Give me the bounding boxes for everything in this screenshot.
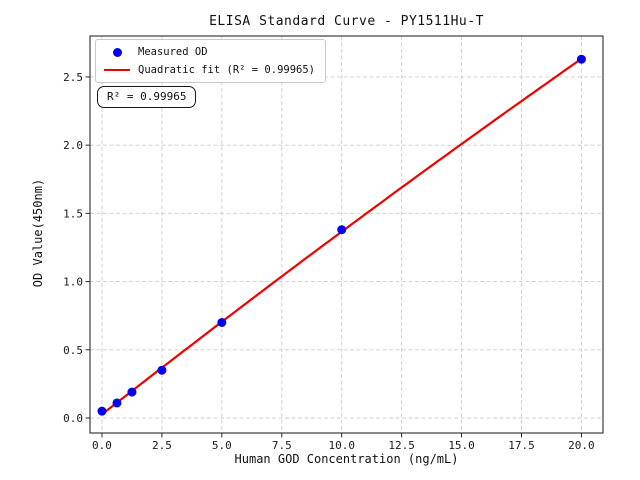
x-tick-label: 10.0 bbox=[328, 439, 355, 452]
legend: Measured OD Quadratic fit (R² = 0.99965) bbox=[95, 39, 327, 83]
x-tick-label: 17.5 bbox=[508, 439, 535, 452]
data-point bbox=[576, 54, 586, 64]
data-point bbox=[337, 225, 347, 235]
x-tick-label: 20.0 bbox=[568, 439, 595, 452]
red-line-icon bbox=[104, 68, 130, 72]
quadratic-fit-line bbox=[101, 57, 583, 416]
legend-marker-area bbox=[104, 47, 130, 57]
x-tick-label: 0.0 bbox=[92, 439, 112, 452]
x-tick-label: 2.5 bbox=[152, 439, 172, 452]
data-point bbox=[157, 365, 167, 375]
blue-dot-icon bbox=[112, 47, 122, 57]
legend-entry-measured-od: Measured OD bbox=[104, 46, 315, 58]
y-tick-label: 2.5 bbox=[63, 71, 83, 84]
legend-label: Measured OD bbox=[138, 46, 208, 58]
y-tick-label: 1.0 bbox=[63, 276, 83, 289]
legend-entry-quadratic-fit: Quadratic fit (R² = 0.99965) bbox=[104, 64, 315, 76]
data-point bbox=[217, 317, 227, 327]
y-tick-label: 2.0 bbox=[63, 139, 83, 152]
chart-title: ELISA Standard Curve - PY1511Hu-T bbox=[209, 14, 484, 29]
y-tick-label: 0.5 bbox=[63, 344, 83, 357]
data-point bbox=[127, 387, 137, 397]
x-tick-label: 5.0 bbox=[212, 439, 232, 452]
legend-label: Quadratic fit (R² = 0.99965) bbox=[138, 64, 316, 76]
x-tick-label: 12.5 bbox=[388, 439, 415, 452]
data-point bbox=[112, 398, 122, 408]
x-tick-label: 15.0 bbox=[448, 439, 475, 452]
y-tick-label: 0.0 bbox=[63, 412, 83, 425]
y-axis-label: OD Value(450nm) bbox=[31, 178, 45, 288]
r-squared-annotation: R² = 0.99965 bbox=[97, 86, 197, 108]
x-axis-label: Human GOD Concentration (ng/mL) bbox=[234, 452, 459, 466]
data-point bbox=[97, 406, 107, 416]
y-tick-label: 1.5 bbox=[63, 207, 83, 220]
legend-marker-area bbox=[104, 68, 130, 72]
plot-frame bbox=[89, 35, 604, 434]
x-tick-label: 7.5 bbox=[272, 439, 292, 452]
